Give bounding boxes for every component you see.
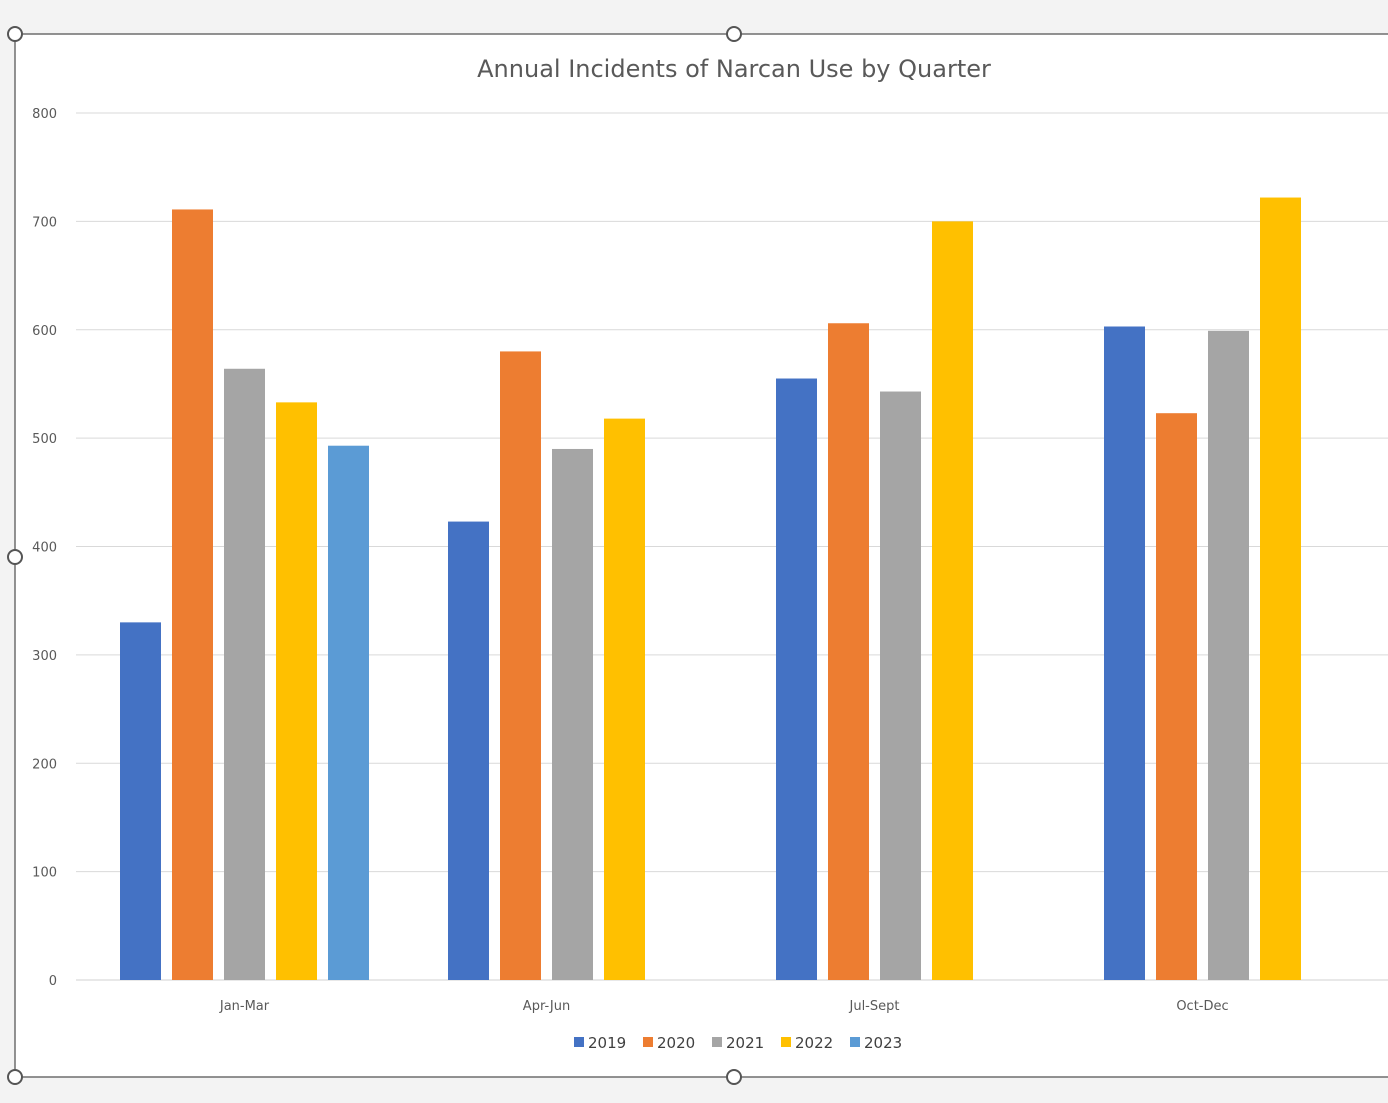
resize-handle-bottom-left[interactable]	[7, 1069, 23, 1085]
legend-swatch-2022	[781, 1037, 791, 1047]
legend: 2019 2020 2021 2022 2023	[574, 1034, 902, 1052]
y-tick-label: 0	[49, 974, 57, 989]
y-tick-label: 200	[32, 757, 57, 772]
y-tick-label: 300	[32, 649, 57, 664]
bar-2019-Jul-Sept[interactable]	[776, 378, 817, 980]
legend-label: 2023	[864, 1034, 902, 1052]
bar-2021-Oct-Dec[interactable]	[1208, 330, 1249, 980]
legend-swatch-2021	[712, 1037, 722, 1047]
bar-2022-Oct-Dec[interactable]	[1260, 197, 1301, 981]
x-tick-label: Apr-Jun	[523, 999, 570, 1014]
x-tick-label: Jul-Sept	[849, 999, 900, 1014]
legend-swatch-2019	[574, 1037, 584, 1047]
bar-2019-Apr-Jun[interactable]	[448, 521, 489, 980]
bar-2021-Jul-Sept[interactable]	[880, 391, 921, 980]
bar-2021-Jan-Mar[interactable]	[224, 368, 265, 980]
chart-title: Annual Incidents of Narcan Use by Quarte…	[477, 55, 991, 83]
resize-handle-top-left[interactable]	[7, 26, 23, 42]
legend-swatch-2023	[850, 1037, 860, 1047]
bar-2022-Jul-Sept[interactable]	[932, 221, 973, 980]
legend-label: 2019	[588, 1034, 626, 1052]
bar-2022-Apr-Jun[interactable]	[604, 418, 645, 980]
bar-2019-Jan-Mar[interactable]	[120, 622, 161, 980]
legend-label: 2020	[657, 1034, 695, 1052]
x-tick-label: Oct-Dec	[1176, 999, 1228, 1014]
bars	[120, 197, 1301, 981]
bar-2023-Jan-Mar[interactable]	[328, 445, 369, 980]
resize-handle-middle-left[interactable]	[7, 549, 23, 565]
x-tick-label: Jan-Mar	[219, 999, 270, 1014]
y-tick-label: 100	[32, 866, 57, 881]
bar-2020-Apr-Jun[interactable]	[500, 351, 541, 980]
y-tick-label: 600	[32, 324, 57, 339]
bar-2022-Jan-Mar[interactable]	[276, 402, 317, 981]
x-axis: Jan-Mar Apr-Jun Jul-Sept Oct-Dec	[219, 999, 1229, 1014]
y-tick-label: 700	[32, 215, 57, 230]
y-axis: 0 100 200 300 400 500 600 700 800	[32, 107, 57, 989]
resize-handle-bottom-middle[interactable]	[726, 1069, 742, 1085]
y-tick-label: 400	[32, 541, 57, 556]
legend-label: 2021	[726, 1034, 764, 1052]
bar-2019-Oct-Dec[interactable]	[1104, 326, 1145, 980]
y-tick-label: 800	[32, 107, 57, 122]
bar-2020-Jan-Mar[interactable]	[172, 209, 213, 981]
bar-2020-Jul-Sept[interactable]	[828, 323, 869, 980]
legend-label: 2022	[795, 1034, 833, 1052]
resize-handle-top-middle[interactable]	[726, 26, 742, 42]
bar-2020-Oct-Dec[interactable]	[1156, 413, 1197, 981]
legend-swatch-2020	[643, 1037, 653, 1047]
y-tick-label: 500	[32, 432, 57, 447]
bar-2021-Apr-Jun[interactable]	[552, 448, 593, 980]
